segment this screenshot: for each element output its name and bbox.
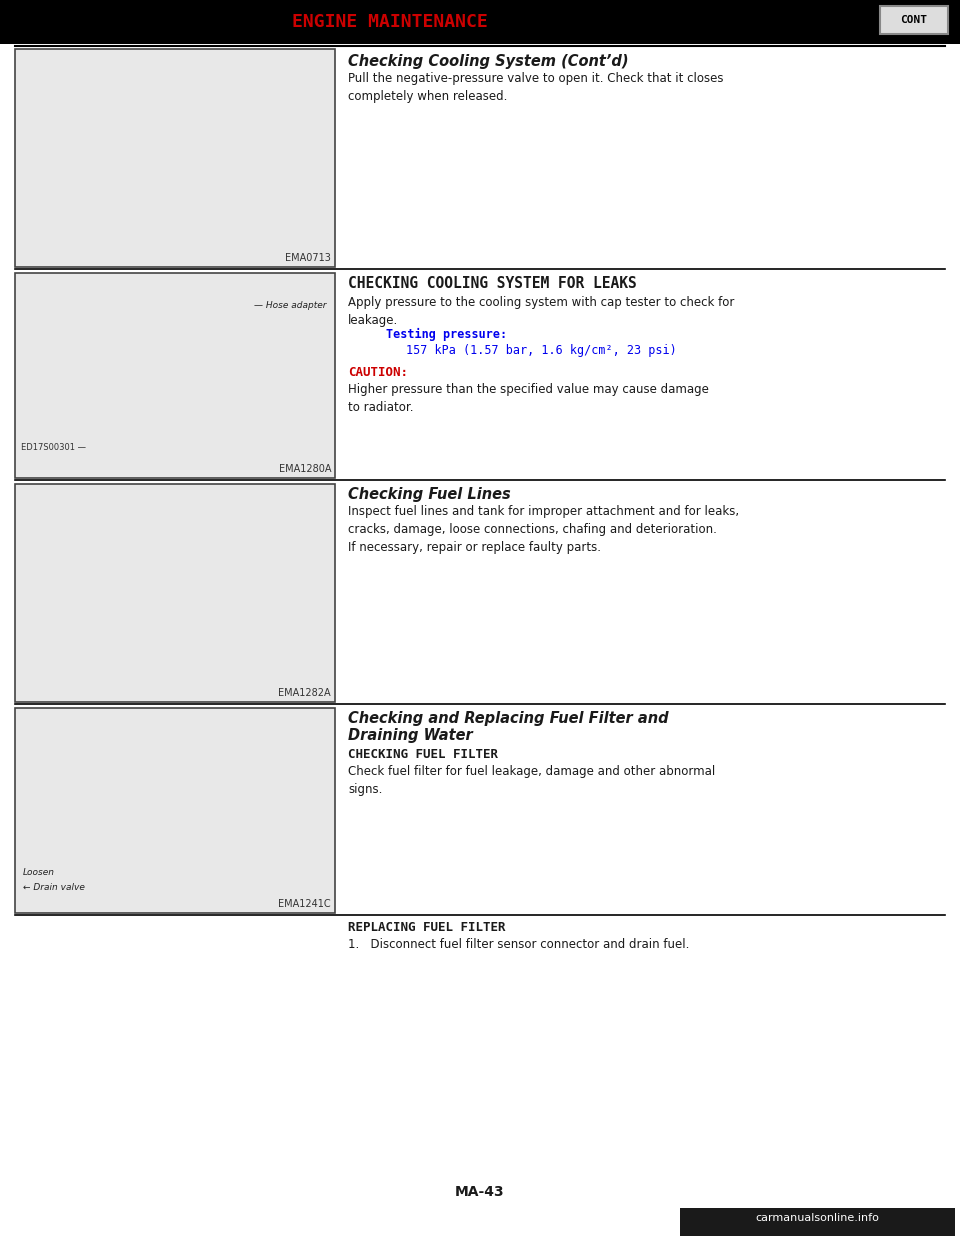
Text: CHECKING FUEL FILTER: CHECKING FUEL FILTER <box>348 748 498 761</box>
Text: Draining Water: Draining Water <box>348 728 472 743</box>
Text: carmanualsonline.info: carmanualsonline.info <box>756 1213 879 1223</box>
Text: EMA1241C: EMA1241C <box>278 899 331 909</box>
Text: EMA0713: EMA0713 <box>285 253 331 263</box>
Text: ENGINE MAINTENANCE: ENGINE MAINTENANCE <box>292 12 488 31</box>
Text: MA-43: MA-43 <box>455 1185 505 1199</box>
Text: Apply pressure to the cooling system with cap tester to check for
leakage.: Apply pressure to the cooling system wit… <box>348 296 734 327</box>
Text: EMA1280A: EMA1280A <box>278 465 331 474</box>
Text: Check fuel filter for fuel leakage, damage and other abnormal
signs.: Check fuel filter for fuel leakage, dama… <box>348 765 715 796</box>
Text: 1.   Disconnect fuel filter sensor connector and drain fuel.: 1. Disconnect fuel filter sensor connect… <box>348 938 689 951</box>
Text: Checking and Replacing Fuel Filter and: Checking and Replacing Fuel Filter and <box>348 710 668 727</box>
Text: Pull the negative-pressure valve to open it. Check that it closes
completely whe: Pull the negative-pressure valve to open… <box>348 72 724 103</box>
Text: ← Drain valve: ← Drain valve <box>23 883 84 892</box>
Bar <box>880 6 948 34</box>
Text: CONT: CONT <box>900 15 927 25</box>
Text: CAUTION:: CAUTION: <box>348 366 408 379</box>
Text: Checking Cooling System (Cont’d): Checking Cooling System (Cont’d) <box>348 53 629 70</box>
Text: Higher pressure than the specified value may cause damage
to radiator.: Higher pressure than the specified value… <box>348 383 708 414</box>
Text: Loosen: Loosen <box>23 868 55 877</box>
Text: Checking Fuel Lines: Checking Fuel Lines <box>348 487 511 502</box>
Bar <box>15 708 335 913</box>
Text: EMA1282A: EMA1282A <box>278 688 331 698</box>
Text: — Hose adapter: — Hose adapter <box>254 301 327 310</box>
Bar <box>680 1208 955 1236</box>
Text: REPLACING FUEL FILTER: REPLACING FUEL FILTER <box>348 922 506 934</box>
Bar <box>15 273 335 478</box>
Text: CHECKING COOLING SYSTEM FOR LEAKS: CHECKING COOLING SYSTEM FOR LEAKS <box>348 276 636 291</box>
Bar <box>15 484 335 702</box>
Text: ED17S00301 —: ED17S00301 — <box>21 443 86 452</box>
Bar <box>0 0 960 43</box>
Text: Testing pressure:: Testing pressure: <box>386 328 507 342</box>
Text: Inspect fuel lines and tank for improper attachment and for leaks,
cracks, damag: Inspect fuel lines and tank for improper… <box>348 505 739 554</box>
Text: 157 kPa (1.57 bar, 1.6 kg/cm², 23 psi): 157 kPa (1.57 bar, 1.6 kg/cm², 23 psi) <box>406 344 677 356</box>
Bar <box>15 48 335 267</box>
